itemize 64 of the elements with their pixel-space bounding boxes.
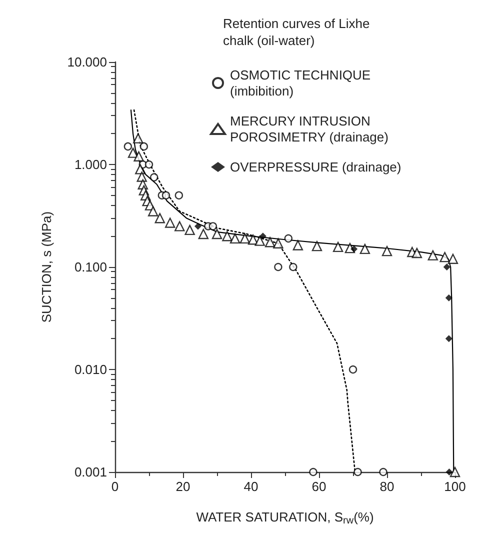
point: [348, 365, 358, 374]
point: [312, 240, 322, 252]
point: [198, 228, 208, 240]
point: [428, 250, 438, 260]
point: [148, 206, 158, 216]
y-axis-title: SUCTION, s (MPa): [39, 211, 54, 323]
point: [264, 236, 276, 248]
point: [382, 246, 392, 256]
legend-title: Retention curves of Lixhe chalk (oil-water): [223, 16, 374, 48]
point: [222, 231, 232, 242]
point: [360, 244, 370, 254]
point: [124, 142, 132, 151]
point: [354, 468, 362, 476]
x-tick-label: 60: [312, 479, 326, 494]
point: [240, 233, 250, 244]
legend-label: MERCURY INTRUSION POROSIMETRY (drainage): [230, 114, 388, 144]
point: [254, 236, 265, 246]
point: [164, 218, 176, 228]
point: [350, 245, 358, 252]
x-tick-label: 80: [380, 479, 394, 494]
y-tick-label: 0.001: [74, 464, 107, 480]
x-tick-label: 20: [176, 479, 190, 494]
point: [259, 232, 266, 240]
point: [445, 335, 452, 342]
point: [154, 212, 165, 224]
point: [135, 164, 146, 174]
x-tick-label: 40: [244, 479, 258, 494]
point: [274, 262, 282, 272]
point: [212, 228, 222, 240]
y-tick-label: 10.000: [67, 54, 107, 70]
point: [128, 148, 138, 158]
y-tick-label: 0.010: [74, 362, 107, 377]
point: [284, 234, 292, 243]
point: [184, 224, 195, 236]
point: [174, 221, 185, 232]
point: [174, 191, 184, 200]
point: [230, 233, 240, 244]
point: [289, 262, 298, 272]
x-tick-label: 0: [111, 479, 119, 494]
point: [440, 252, 450, 262]
x-tick-label: 100: [444, 479, 466, 494]
y-tick-label: 0.100: [74, 260, 107, 274]
point: [292, 240, 304, 250]
point: [379, 468, 388, 476]
point: [150, 173, 158, 182]
point: [448, 254, 458, 264]
point: [194, 222, 202, 230]
point: [162, 191, 170, 200]
point: [144, 160, 154, 169]
legend-label: OVERPRESSURE (drainage): [230, 160, 402, 174]
y-tick-label: 1.000: [74, 157, 107, 172]
point: [134, 151, 144, 162]
point: [273, 238, 284, 248]
legend-label: OSMOTIC TECHNIQUE (imbibition): [230, 68, 374, 98]
point: [443, 264, 450, 270]
point: [332, 242, 344, 252]
point: [309, 468, 318, 476]
point: [446, 468, 453, 476]
point: [136, 172, 147, 182]
point: [133, 133, 144, 144]
point: [140, 142, 148, 151]
point: [445, 294, 452, 302]
point: [208, 222, 218, 230]
point: [412, 248, 422, 258]
